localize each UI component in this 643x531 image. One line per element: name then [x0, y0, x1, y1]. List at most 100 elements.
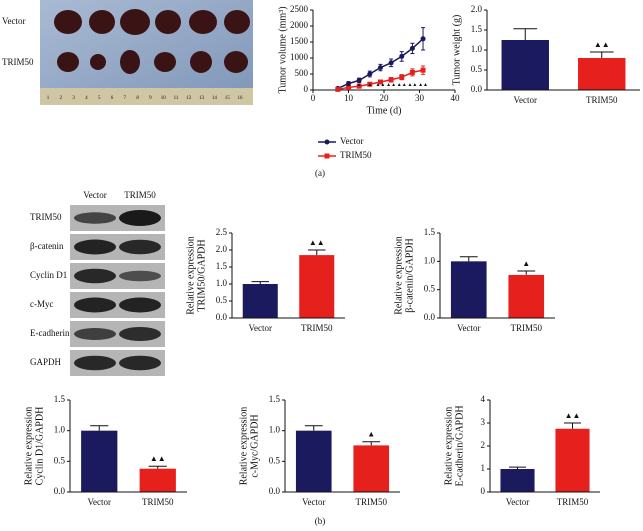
y-tick-label: 1.5 [269, 394, 281, 404]
photo-label: Vector [2, 16, 26, 26]
error-bar [513, 28, 538, 40]
annotation: ▲ [522, 259, 530, 268]
annotation: ▲▲ [386, 83, 396, 88]
ruler-label: 4 [85, 96, 88, 101]
blot-band [119, 270, 161, 282]
y-tick-label: 2.5 [216, 227, 228, 237]
y-tick-label: 1.5 [471, 24, 483, 34]
y-axis-label: Tumor volume (mm³) [277, 6, 288, 93]
marker [399, 74, 405, 80]
y-tick-label: 0 [481, 486, 486, 496]
legend-label: Vector [340, 136, 364, 146]
blot-band [74, 297, 116, 313]
annotation: ▲ [367, 430, 375, 439]
blot-band [119, 297, 161, 313]
y-tick-label: 1.0 [269, 425, 281, 435]
y-tick-label: 1.5 [216, 261, 228, 271]
ruler-label: 1 [47, 96, 50, 101]
annotation: ▲ [357, 83, 362, 88]
marker [399, 53, 405, 59]
y-tick-label: 2.0 [471, 4, 483, 14]
x-tick-label: TRIM50 [142, 497, 174, 507]
marker [346, 81, 351, 87]
error-bar [307, 249, 326, 256]
blot-band [74, 328, 116, 340]
annotation: ▲▲ [150, 454, 166, 463]
legend-label: TRIM50 [340, 150, 372, 160]
y-tick-label: 1500 [290, 36, 309, 46]
blot-label: Cyclin D1 [30, 270, 67, 280]
ruler-label: 10 [161, 96, 167, 101]
y-tick-label: 0.0 [424, 312, 436, 322]
bar [242, 284, 278, 318]
y-tick-label: 2000 [290, 20, 309, 30]
x-tick-label: 30 [415, 93, 425, 103]
y-tick-label: 1.0 [424, 255, 436, 265]
marker [388, 77, 394, 83]
blot-header: Vector [83, 190, 107, 200]
marker [409, 69, 415, 75]
y-tick-label: 2.0 [216, 244, 228, 254]
annotation: ▲▲ [397, 83, 407, 88]
blot-band [119, 327, 161, 341]
y-tick-label: 1.0 [216, 278, 228, 288]
bar [299, 255, 335, 318]
annotation: ▲▲ [418, 83, 428, 88]
y-tick-label: 4 [481, 394, 486, 404]
y-tick-label: 1 [481, 463, 486, 473]
y-tick-label: 0.5 [424, 284, 436, 294]
x-tick-label: Vector [88, 497, 112, 507]
x-tick-label: Vector [506, 497, 530, 507]
y-axis-label: Relative expression [23, 407, 34, 486]
blot-label: TRIM50 [30, 212, 62, 222]
y-axis-label: Cyclin D1/GAPDH [34, 407, 45, 486]
blot-band [119, 355, 161, 371]
annotation: ▲▲ [375, 83, 385, 88]
error-bar [508, 466, 527, 469]
error-bar [251, 281, 270, 284]
bar [501, 40, 549, 90]
annotation: ▲ [346, 83, 351, 88]
y-tick-label: 0.0 [216, 312, 228, 322]
marker [420, 67, 426, 73]
error-bar [362, 441, 381, 446]
y-axis-label: β-catenin/GAPDH [404, 238, 415, 313]
error-bar [148, 465, 167, 469]
ruler-label: 12 [186, 96, 192, 101]
marker [409, 45, 415, 51]
marker [420, 36, 426, 42]
x-tick-label: Vector [302, 497, 326, 507]
bar [500, 469, 535, 492]
error-bar [517, 270, 536, 275]
x-tick-label: 20 [380, 93, 390, 103]
x-tick-label: Vector [514, 95, 538, 105]
blot-label: E-cadherin [30, 328, 70, 338]
ruler-label: 9 [149, 96, 152, 101]
ruler-label: 5 [98, 96, 101, 101]
y-tick-label: 0.0 [471, 84, 483, 94]
annotation: ▲ [367, 83, 372, 88]
x-axis-label: Time (d) [367, 105, 402, 116]
blot-band [74, 212, 116, 224]
ruler-label: 3 [72, 96, 75, 101]
bar [555, 428, 590, 492]
y-axis-label: TRIM50/GAPDH [196, 239, 207, 311]
y-axis-label: Relative expression [185, 236, 196, 315]
y-tick-label: 0.5 [471, 64, 483, 74]
ruler-label: 16 [238, 96, 244, 101]
bar [578, 58, 626, 90]
marker [367, 71, 373, 77]
y-tick-label: 0 [304, 84, 309, 94]
error-bar [304, 425, 323, 431]
error-bar [589, 51, 614, 58]
bar [450, 261, 487, 318]
annotation: ▲▲ [565, 411, 581, 420]
y-tick-label: 0.5 [269, 455, 281, 465]
marker [356, 77, 362, 83]
y-tick-label: 3 [481, 417, 486, 427]
y-tick-label: 0.5 [54, 455, 66, 465]
y-tick-label: 500 [295, 68, 309, 78]
y-tick-label: 1.0 [54, 425, 66, 435]
y-axis-label: Relative expression [443, 407, 454, 486]
